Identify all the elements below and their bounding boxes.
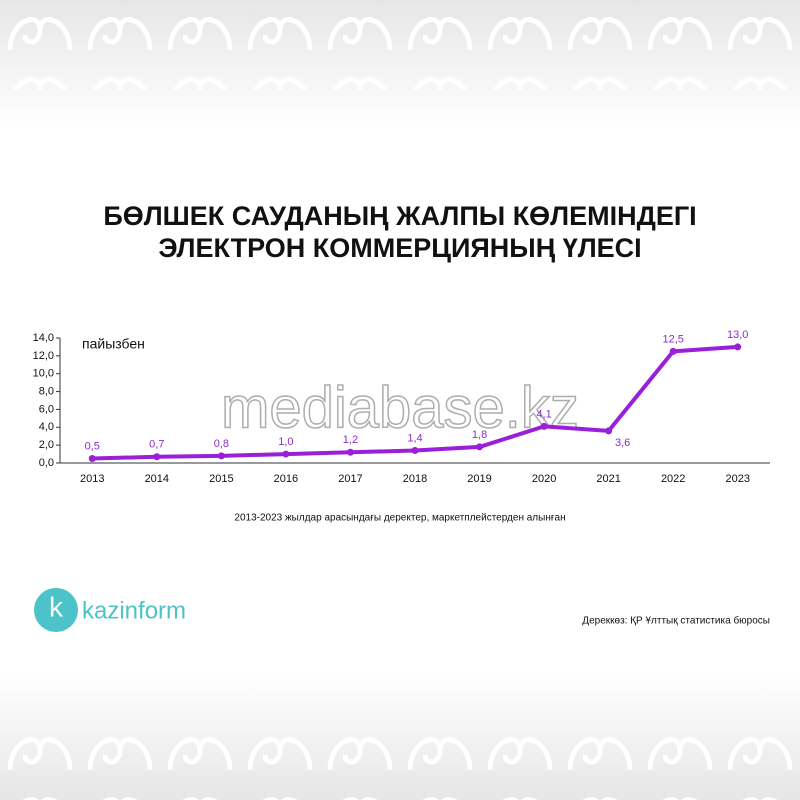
chart-title: ЭЛЕКТРОН КОММЕРЦИЯНЫҢ ҮЛЕСІ <box>158 233 641 263</box>
data-label: 12,5 <box>662 333 683 345</box>
data-label: 13,0 <box>727 329 748 341</box>
point <box>476 443 484 451</box>
x-tick-label: 2016 <box>274 473 298 485</box>
y-tick-label: 8,0 <box>39 385 54 397</box>
data-label: 0,8 <box>214 438 229 450</box>
data-label: 1,4 <box>407 432 422 444</box>
x-tick-label: 2014 <box>145 473 169 485</box>
watermark: mediabase.kz <box>221 375 579 440</box>
x-tick-label: 2022 <box>661 473 685 485</box>
point <box>153 453 161 461</box>
y-tick-label: 2,0 <box>39 439 54 451</box>
data-label: 0,5 <box>85 440 100 452</box>
point <box>605 427 613 435</box>
point <box>669 347 677 355</box>
x-tick-label: 2021 <box>596 473 620 485</box>
x-tick-label: 2013 <box>80 473 104 485</box>
y-tick-label: 10,0 <box>33 368 54 380</box>
y-tick-label: 12,0 <box>33 350 54 362</box>
point <box>734 343 742 351</box>
x-tick-label: 2017 <box>338 473 362 485</box>
ornament <box>0 710 800 800</box>
source: Дереккөз: ҚР Ұлттық статистика бюросы <box>582 615 770 627</box>
data-label: 1,8 <box>472 429 487 441</box>
logo-text: kazinform <box>82 597 186 624</box>
y-tick-label: 0,0 <box>39 457 54 469</box>
chart-title: БӨЛШЕК САУДАНЫҢ ЖАЛПЫ КӨЛЕМІНДЕГІ <box>103 201 696 231</box>
point <box>540 422 548 430</box>
y-tick-label: 14,0 <box>33 332 54 344</box>
point <box>88 455 96 463</box>
data-label: 3,6 <box>615 437 630 449</box>
ornament <box>0 0 800 90</box>
x-tick-label: 2023 <box>725 473 749 485</box>
point <box>346 448 354 456</box>
data-label: 0,7 <box>149 439 164 451</box>
unit-label: пайызбен <box>82 336 145 352</box>
note: 2013-2023 жылдар арасындағы деректер, ма… <box>234 513 565 524</box>
x-tick-label: 2019 <box>467 473 491 485</box>
data-label: 4,1 <box>536 408 551 420</box>
point <box>282 450 290 458</box>
x-tick-label: 2018 <box>403 473 427 485</box>
data-label: 1,2 <box>343 434 358 446</box>
logo-icon <box>34 588 78 632</box>
x-tick-label: 2020 <box>532 473 556 485</box>
y-tick-label: 4,0 <box>39 421 54 433</box>
point <box>217 452 225 460</box>
point <box>411 447 419 454</box>
logo-letter: k <box>49 591 64 622</box>
y-tick-label: 6,0 <box>39 403 54 415</box>
x-tick-label: 2015 <box>209 473 233 485</box>
data-label: 1,0 <box>278 436 293 448</box>
